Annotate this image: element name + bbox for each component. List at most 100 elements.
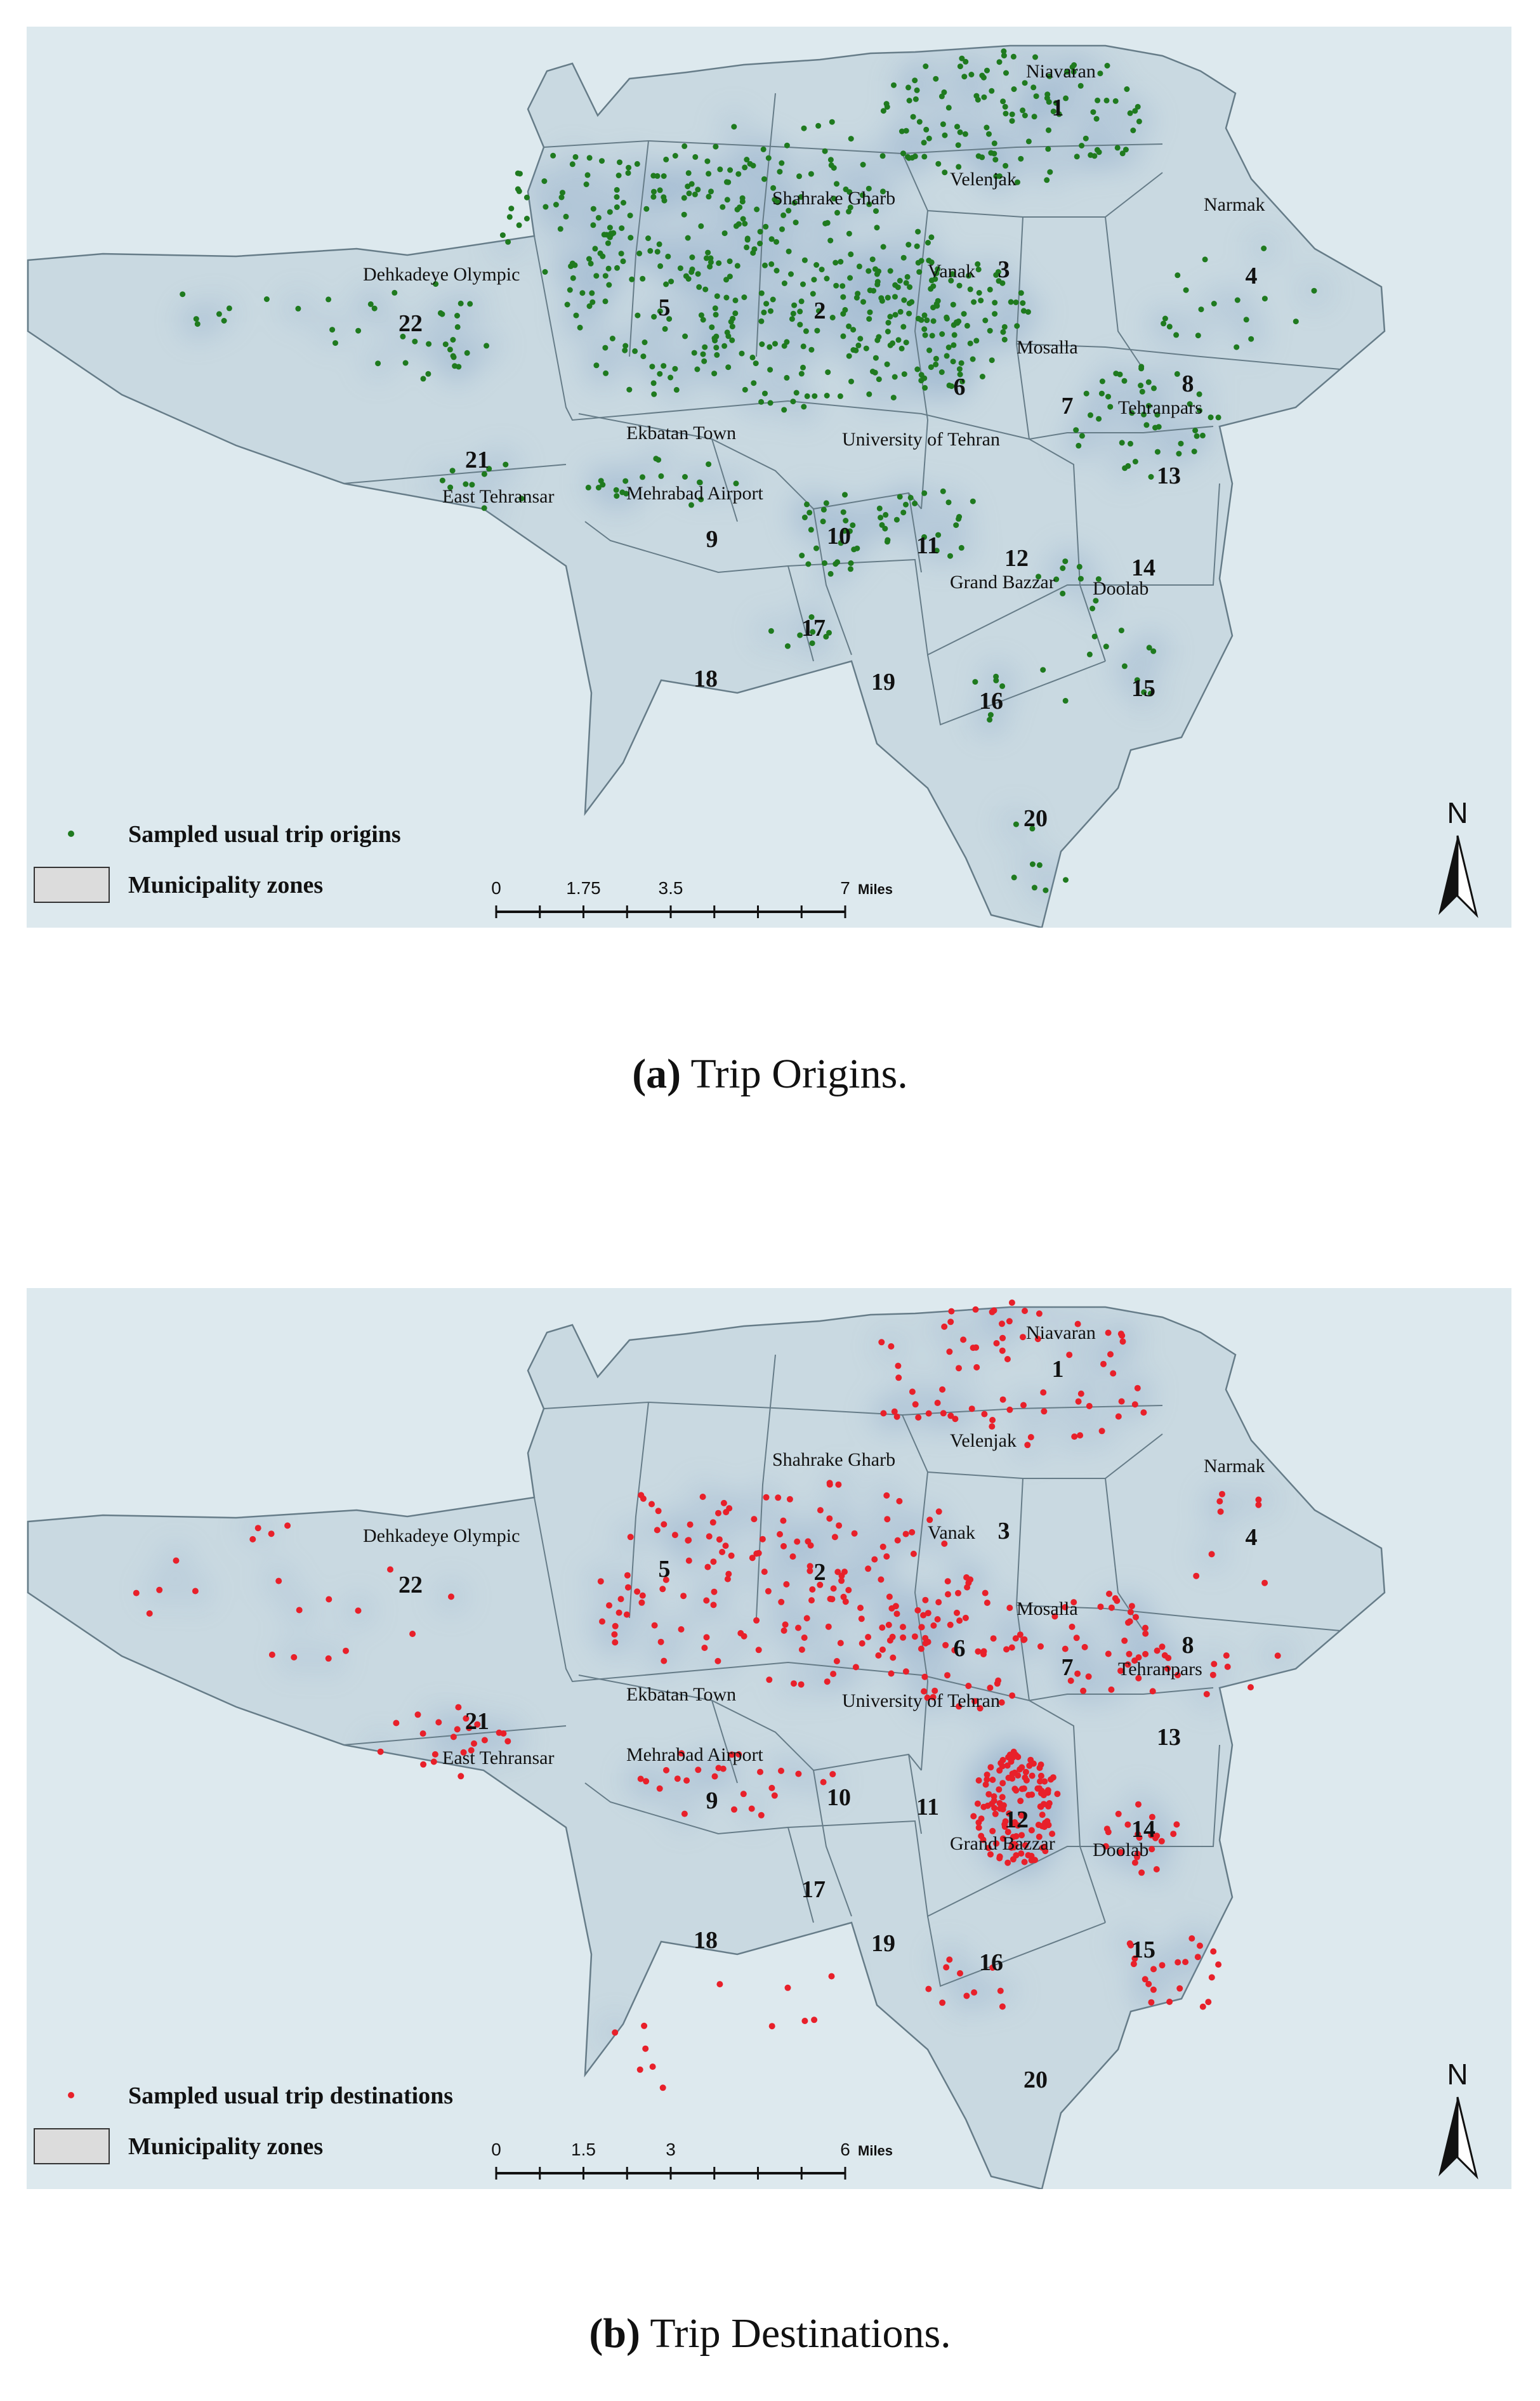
trip-point: [827, 1595, 834, 1602]
trip-point: [1008, 1644, 1015, 1651]
trip-point: [923, 126, 930, 133]
trip-point: [635, 312, 641, 319]
trip-point: [1002, 1818, 1009, 1825]
trip-point: [925, 1985, 932, 1992]
trip-point: [952, 1416, 959, 1423]
trip-point: [711, 1588, 718, 1595]
trip-point: [622, 343, 629, 349]
trip-point: [685, 235, 691, 241]
trip-point: [850, 327, 857, 333]
trip-point: [999, 2003, 1006, 2010]
zone-label-5: 5: [659, 1556, 671, 1582]
trip-point: [740, 1633, 747, 1640]
trip-point: [656, 1785, 663, 1792]
trip-point: [900, 150, 906, 157]
place-label: Niavaran: [1026, 61, 1096, 82]
trip-point: [767, 344, 773, 350]
trip-point: [989, 1308, 996, 1315]
trip-point: [879, 1543, 886, 1550]
trip-point: [1248, 336, 1254, 342]
trip-point: [1069, 64, 1076, 70]
trip-point: [1022, 1308, 1028, 1314]
trip-point: [794, 1538, 801, 1545]
trip-point: [968, 72, 975, 77]
trip-point: [254, 1525, 261, 1532]
trip-point: [1135, 1674, 1142, 1681]
trip-point: [922, 332, 928, 338]
trip-point: [996, 173, 1003, 180]
trip-point: [944, 353, 950, 359]
trip-point: [786, 248, 792, 254]
trip-point: [425, 371, 431, 377]
place-label: Ekbatan Town: [626, 423, 736, 444]
trip-point: [1074, 1320, 1081, 1327]
trip-point: [946, 1348, 953, 1355]
trip-point: [707, 263, 713, 270]
trip-point: [611, 1631, 618, 1638]
trip-point: [1025, 1792, 1032, 1798]
trip-point: [329, 327, 336, 333]
trip-point: [925, 1410, 932, 1417]
trip-point: [933, 548, 940, 554]
trip-point: [1194, 433, 1200, 439]
trip-point: [762, 262, 768, 268]
trip-point: [1056, 111, 1062, 117]
trip-point: [696, 284, 702, 290]
trip-point: [989, 1827, 996, 1834]
trip-point: [719, 1549, 726, 1555]
trip-point: [763, 301, 770, 307]
north-label: N: [1447, 2058, 1468, 2091]
trip-point: [1020, 1785, 1027, 1792]
zone-boundary: [908, 492, 922, 573]
trip-point: [1202, 256, 1208, 263]
trip-point: [790, 310, 796, 317]
trip-point: [1073, 427, 1079, 433]
trip-point: [878, 515, 884, 521]
trip-point: [454, 324, 461, 330]
trip-point: [1211, 301, 1217, 306]
trip-point: [898, 128, 905, 135]
trip-point: [823, 500, 829, 506]
zone-label-22: 22: [398, 310, 423, 337]
trip-point: [950, 301, 956, 308]
trip-point: [759, 341, 765, 347]
trip-point: [700, 317, 706, 323]
trip-point: [963, 1992, 970, 1999]
trip-point: [516, 222, 522, 228]
trip-point: [992, 311, 998, 317]
trip-point: [728, 1751, 735, 1758]
trip-point: [1105, 1329, 1112, 1336]
trip-point: [904, 273, 911, 280]
trip-point: [961, 311, 967, 317]
trip-point: [600, 482, 606, 488]
zone-label-17: 17: [801, 615, 826, 641]
trip-point: [895, 1362, 902, 1369]
trip-point: [812, 393, 818, 399]
trip-point: [1070, 69, 1077, 75]
zone-boundary: [584, 521, 814, 662]
trip-point: [506, 214, 513, 220]
trip-point: [890, 395, 897, 401]
trip-point: [892, 282, 898, 288]
trip-point: [1006, 1605, 1013, 1611]
trip-point: [1148, 1999, 1155, 2006]
trip-point: [1085, 1673, 1092, 1680]
trip-point: [713, 312, 719, 318]
trip-point: [627, 1534, 634, 1541]
trip-point: [467, 301, 473, 307]
trip-point: [624, 1584, 631, 1591]
trip-point: [885, 1621, 892, 1628]
trip-point: [900, 1634, 907, 1641]
trip-point: [1108, 1604, 1115, 1611]
trip-point: [1062, 558, 1069, 565]
trip-point: [941, 1323, 948, 1330]
trip-point: [947, 1621, 954, 1628]
zone-boundary: [543, 140, 1163, 155]
trip-point: [824, 393, 830, 398]
legend-zones-label: Municipality zones: [128, 2133, 323, 2160]
zone-label-20: 20: [1023, 805, 1048, 832]
trip-point: [956, 282, 963, 289]
trip-point: [942, 1641, 949, 1648]
trip-point: [784, 339, 790, 345]
trip-point: [766, 1676, 773, 1683]
